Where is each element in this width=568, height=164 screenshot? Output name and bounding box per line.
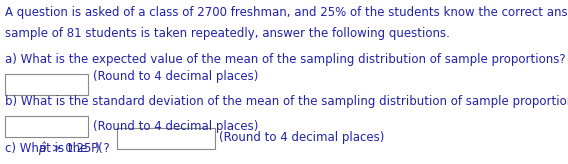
Text: p̂: p̂: [38, 142, 45, 155]
FancyBboxPatch shape: [5, 116, 87, 137]
Text: > 0.25 ) ?: > 0.25 ) ?: [48, 142, 110, 155]
Text: a) What is the expected value of the mean of the sampling distribution of sample: a) What is the expected value of the mea…: [5, 53, 566, 66]
Text: sample of 81 students is taken repeatedly, answer the following questions.: sample of 81 students is taken repeatedl…: [5, 27, 450, 40]
FancyBboxPatch shape: [5, 74, 87, 95]
Text: (Round to 4 decimal places): (Round to 4 decimal places): [219, 131, 384, 144]
Text: (Round to 4 decimal places): (Round to 4 decimal places): [93, 120, 259, 133]
Text: c) What is the P(: c) What is the P(: [5, 142, 107, 155]
FancyBboxPatch shape: [117, 128, 215, 149]
Text: (Round to 4 decimal places): (Round to 4 decimal places): [93, 70, 259, 83]
Text: b) What is the standard deviation of the mean of the sampling distribution of sa: b) What is the standard deviation of the…: [5, 95, 568, 108]
Text: A question is asked of a class of 2700 freshman, and 25% of the students know th: A question is asked of a class of 2700 f…: [5, 6, 568, 19]
